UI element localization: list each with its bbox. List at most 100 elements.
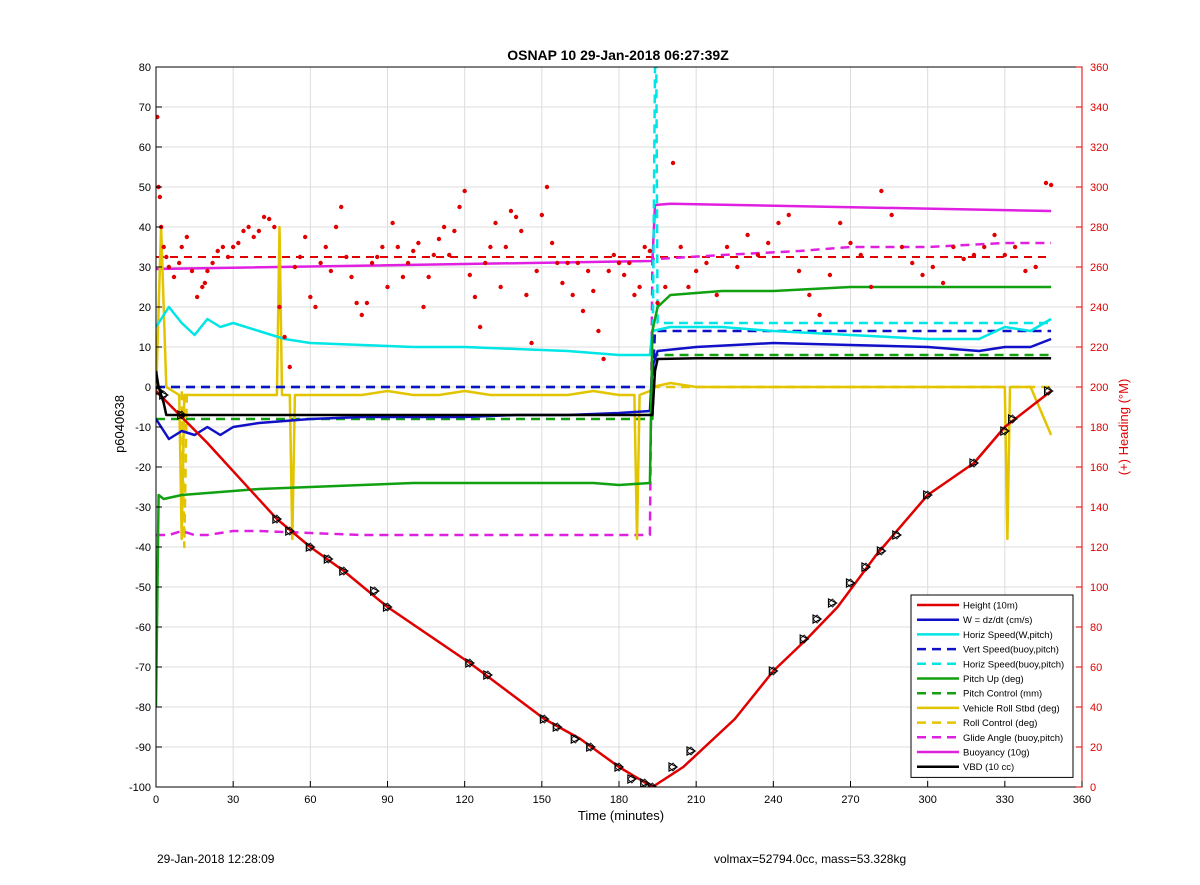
heading-point <box>606 268 611 274</box>
heading-point <box>951 244 956 250</box>
heading-point <box>202 280 208 286</box>
heading-point <box>621 272 627 278</box>
heading-point <box>328 268 334 274</box>
y-tick-label: -20 <box>135 462 151 474</box>
heading-point <box>920 272 925 278</box>
height-marker-diamond <box>627 774 637 784</box>
heading-point <box>982 244 987 250</box>
height-marker-diamond <box>827 598 838 608</box>
heading-point <box>287 364 292 370</box>
legend-label: Vert Speed(buoy,pitch) <box>963 645 1059 656</box>
y-tick-label: -30 <box>135 502 151 514</box>
height-marker-diamond <box>370 586 380 596</box>
heading-point <box>503 244 509 250</box>
heading-point <box>575 260 581 266</box>
heading-point <box>483 260 488 266</box>
y-axis-label: p6040638 <box>112 395 127 453</box>
height-marker-diamond <box>686 746 696 756</box>
heading-point <box>477 324 483 330</box>
y-tick-label: 50 <box>139 182 151 194</box>
heading-point <box>261 214 267 220</box>
y2-axis-label: (+) Heading (°M) <box>1116 379 1131 476</box>
heading-point <box>1002 252 1008 258</box>
x-tick-label: 30 <box>227 794 239 806</box>
y-tick-label: 0 <box>145 382 151 394</box>
heading-point <box>189 268 195 274</box>
heading-point <box>176 260 182 266</box>
series-line-5 <box>156 285 1052 708</box>
heading-point <box>416 240 421 246</box>
height-marker-diamond <box>845 578 856 588</box>
heading-point <box>1023 268 1028 274</box>
y2-tick-label: 260 <box>1090 262 1108 274</box>
legend-label: Horiz Speed(W,pitch) <box>963 630 1053 641</box>
footer-summary: volmax=52794.0cc, mass=53.328kg <box>714 852 907 866</box>
y2-tick-label: 280 <box>1090 222 1108 234</box>
heading-point <box>236 240 241 246</box>
heading-point <box>184 234 190 240</box>
heading-point <box>205 268 210 274</box>
footer-date: 29-Jan-2018 12:28:09 <box>157 852 275 866</box>
heading-point <box>786 212 791 218</box>
heading-point <box>1012 244 1018 250</box>
x-tick-label: 330 <box>996 794 1014 806</box>
heading-point <box>323 244 328 250</box>
heading-point <box>724 244 730 250</box>
heading-point <box>493 220 498 226</box>
heading-point <box>462 188 467 194</box>
y2-tick-label: 240 <box>1090 302 1108 314</box>
heading-point <box>266 216 272 222</box>
height-marker-diamond <box>159 390 169 400</box>
heading-point <box>827 272 833 278</box>
heading-point <box>555 260 560 266</box>
heading-point <box>339 204 344 210</box>
y-tick-label: 10 <box>139 342 151 354</box>
heading-point <box>1048 182 1054 188</box>
plot-layer <box>156 67 1054 787</box>
height-marker-diamond <box>1000 426 1010 436</box>
heading-point <box>930 264 936 270</box>
y2-tick-label: 60 <box>1090 662 1102 674</box>
y2-tick-label: 160 <box>1090 462 1108 474</box>
heading-point <box>246 224 251 230</box>
heading-point <box>313 304 318 310</box>
heading-point <box>596 328 601 334</box>
y-tick-label: -80 <box>135 702 151 714</box>
heading-point <box>524 292 529 298</box>
heading-point <box>354 300 359 306</box>
heading-point <box>302 234 308 240</box>
height-marker-diamond <box>539 714 549 724</box>
heading-point <box>292 264 298 270</box>
legend-label: Pitch Up (deg) <box>963 674 1024 685</box>
y2-tick-label: 300 <box>1090 182 1108 194</box>
heading-point <box>436 236 442 242</box>
heading-point <box>452 228 457 234</box>
heading-point <box>447 252 452 258</box>
legend-label: Pitch Control (mm) <box>963 689 1042 700</box>
x-tick-label: 90 <box>381 794 393 806</box>
height-marker-diamond <box>285 526 295 536</box>
heading-point <box>765 240 771 246</box>
y-tick-label: -40 <box>135 542 151 554</box>
heading-point <box>166 264 172 270</box>
heading-point <box>534 268 539 274</box>
y-tick-label: -90 <box>135 742 151 754</box>
y2-tick-label: 340 <box>1090 102 1108 114</box>
y2-tick-label: 80 <box>1090 622 1102 634</box>
heading-point <box>693 268 699 274</box>
x-axis-label: Time (minutes) <box>578 808 664 823</box>
heading-point <box>560 280 565 286</box>
heading-point <box>256 228 262 234</box>
height-marker <box>156 387 164 395</box>
heading-point <box>655 300 660 306</box>
heading-point <box>549 240 555 246</box>
x-tick-label: 150 <box>533 794 551 806</box>
x-tick-label: 300 <box>918 794 936 806</box>
heading-point <box>282 334 287 340</box>
heading-point <box>272 224 277 230</box>
y-tick-label: -10 <box>135 422 151 434</box>
heading-point <box>251 234 256 240</box>
legend-label: W = dz/dt (cm/s) <box>963 615 1032 626</box>
heading-point <box>171 274 177 280</box>
y-tick-label: 80 <box>139 62 151 74</box>
